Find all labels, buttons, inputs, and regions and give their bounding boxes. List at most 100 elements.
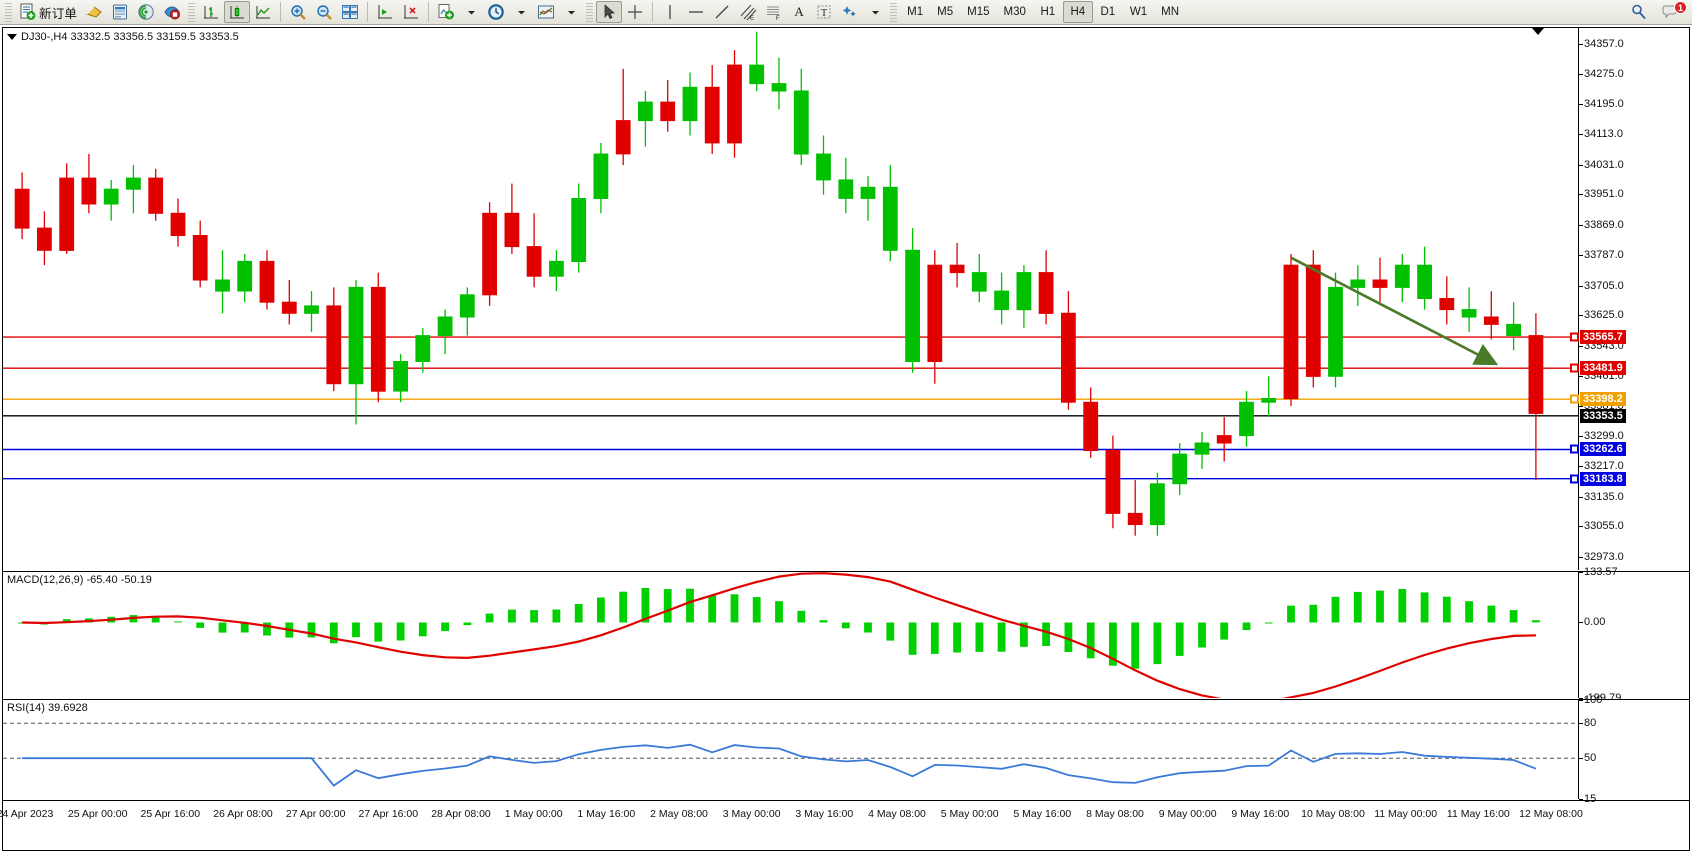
toolbar-right-tools: 1: [1626, 1, 1692, 23]
templates-button[interactable]: [533, 1, 559, 23]
toolbar-grip-2[interactable]: [188, 2, 196, 22]
price-tag-resistance[interactable]: 33565.7: [1580, 330, 1626, 345]
new-chart-dropdown[interactable]: [459, 1, 483, 23]
period-dropdown[interactable]: [509, 1, 533, 23]
chart-window[interactable]: DJ30-,H4 33332.5 33356.5 33159.5 33353.5…: [0, 27, 1690, 851]
notification-button[interactable]: 1: [1662, 1, 1687, 22]
new-order-icon: [20, 3, 36, 20]
chart-menu-caret-icon[interactable]: [7, 34, 17, 40]
price-tick: 34357.0: [1579, 37, 1624, 50]
fibonacci-button[interactable]: F: [761, 1, 787, 23]
price-level-handle[interactable]: [1570, 444, 1579, 454]
auto-scroll-icon: [404, 5, 419, 19]
rsi-chart: [3, 722, 1578, 787]
chevron-down-icon: [517, 10, 525, 14]
toolbar-grip-3[interactable]: [586, 2, 594, 22]
timeframe-w1[interactable]: W1: [1123, 1, 1154, 23]
price-tick: 33135.0: [1579, 490, 1624, 503]
rsi-pane[interactable]: RSI(14) 39.6928 100 80 50 15: [3, 694, 1689, 805]
period-button[interactable]: [483, 1, 509, 23]
tile-windows-button[interactable]: [337, 1, 363, 23]
candlestick-icon: [230, 6, 245, 19]
time-tick: 1 May 00:00: [504, 808, 563, 820]
price-axis[interactable]: 34357.0 34275.0 34195.0 34113.0 34031.0 33951…: [1570, 28, 1689, 570]
timeframe-m30[interactable]: M30: [996, 1, 1032, 23]
price-level-handle[interactable]: [1570, 474, 1579, 484]
time-tick: 3 May 16:00: [795, 808, 854, 820]
price-level-handle[interactable]: [1570, 363, 1579, 373]
timeframe-h4[interactable]: H4: [1062, 1, 1093, 23]
search-button[interactable]: [1626, 1, 1652, 23]
timeframe-mn[interactable]: MN: [1154, 1, 1186, 23]
autotrading-button[interactable]: [159, 1, 185, 23]
new-chart-button[interactable]: [433, 1, 459, 23]
navigator-button[interactable]: [133, 1, 159, 23]
equidistant-channel-button[interactable]: E: [735, 1, 761, 23]
rsi-axis[interactable]: 100 80 50 15: [1578, 694, 1689, 805]
time-tick: 11 May 16:00: [1446, 808, 1510, 820]
price-tag-support[interactable]: 33262.6: [1580, 442, 1626, 457]
time-tick: 27 Apr 00:00: [285, 808, 346, 820]
timeframe-m5[interactable]: M5: [930, 1, 960, 23]
macd-plot[interactable]: [3, 572, 1578, 698]
zoom-in-icon: [291, 5, 306, 20]
toolbar-separator: [280, 2, 282, 22]
timeframe-h1[interactable]: H1: [1033, 1, 1063, 23]
indicators-button[interactable]: [81, 1, 107, 23]
cursor-icon: [604, 4, 615, 19]
price-level-handle[interactable]: [1570, 394, 1579, 404]
trendline-button[interactable]: [709, 1, 735, 23]
price-tag-support[interactable]: 33183.8: [1580, 471, 1626, 486]
objects-button[interactable]: [837, 1, 863, 23]
time-tick: 5 May 00:00: [940, 808, 999, 820]
toolbar-grip[interactable]: [5, 2, 12, 22]
auto-scroll-button[interactable]: [398, 1, 424, 23]
objects-dropdown[interactable]: [863, 1, 887, 23]
price-plot[interactable]: [3, 28, 1578, 570]
timeframe-label: M15: [967, 6, 990, 18]
timeframe-m1[interactable]: M1: [900, 1, 930, 23]
timeframe-d1[interactable]: D1: [1093, 1, 1123, 23]
text-label-button[interactable]: T: [811, 1, 837, 23]
templates-dropdown[interactable]: [559, 1, 583, 23]
zoom-in-button[interactable]: [285, 1, 311, 23]
timeframe-label: MN: [1161, 6, 1179, 18]
macd-pane[interactable]: MACD(12,26,9) -65.40 -50.19 133.57 0.00 -1…: [3, 566, 1689, 704]
bar-chart-button[interactable]: [198, 1, 224, 23]
rsi-tick: 80: [1578, 717, 1597, 730]
market-watch-button[interactable]: [107, 1, 133, 23]
line-chart-button[interactable]: [250, 1, 276, 23]
price-tick: 34275.0: [1579, 68, 1624, 81]
horizontal-line-button[interactable]: [683, 1, 709, 23]
price-tag-resistance[interactable]: 33481.9: [1580, 361, 1626, 376]
zoom-out-button[interactable]: [311, 1, 337, 23]
autotrading-icon: [164, 6, 181, 20]
price-tag-pivot[interactable]: 33398.2: [1580, 392, 1626, 407]
new-order-label: 新订单: [39, 6, 78, 21]
crosshair-icon: [628, 5, 643, 19]
fibonacci-icon: F: [767, 6, 780, 21]
vertical-line-button[interactable]: [657, 1, 683, 23]
time-tick: 8 May 08:00: [1086, 808, 1144, 820]
time-tick: 9 May 00:00: [1158, 808, 1217, 820]
time-tick: 27 Apr 16:00: [358, 808, 419, 820]
price-tag-last-price[interactable]: 33353.5: [1580, 408, 1626, 423]
macd-axis[interactable]: 133.57 0.00 -199.79: [1578, 566, 1689, 704]
price-pane[interactable]: DJ30-,H4 33332.5 33356.5 33159.5 33353.5…: [3, 28, 1689, 570]
rsi-plot[interactable]: [3, 700, 1578, 799]
toolbar-separator-3: [428, 2, 430, 22]
equidistant-channel-icon: E: [740, 4, 757, 21]
time-axis[interactable]: 24 Apr 2023 25 Apr 00:00 25 Apr 16:00 26 Ap…: [0, 800, 1689, 824]
price-tick: 33217.0: [1579, 460, 1624, 473]
candlestick-chart-button[interactable]: [224, 1, 251, 23]
crosshair-button[interactable]: [622, 1, 648, 23]
text-button[interactable]: A: [787, 1, 811, 23]
new-order-button[interactable]: 新订单: [15, 1, 81, 23]
text-label-icon: T: [817, 5, 831, 19]
cursor-button[interactable]: [596, 1, 623, 23]
chart-shift-button[interactable]: [372, 1, 398, 23]
timeframe-m15[interactable]: M15: [960, 1, 996, 23]
toolbar-grip-4[interactable]: [890, 2, 898, 22]
price-level-handle[interactable]: [1570, 332, 1579, 342]
scroll-position-marker[interactable]: [1532, 28, 1544, 35]
